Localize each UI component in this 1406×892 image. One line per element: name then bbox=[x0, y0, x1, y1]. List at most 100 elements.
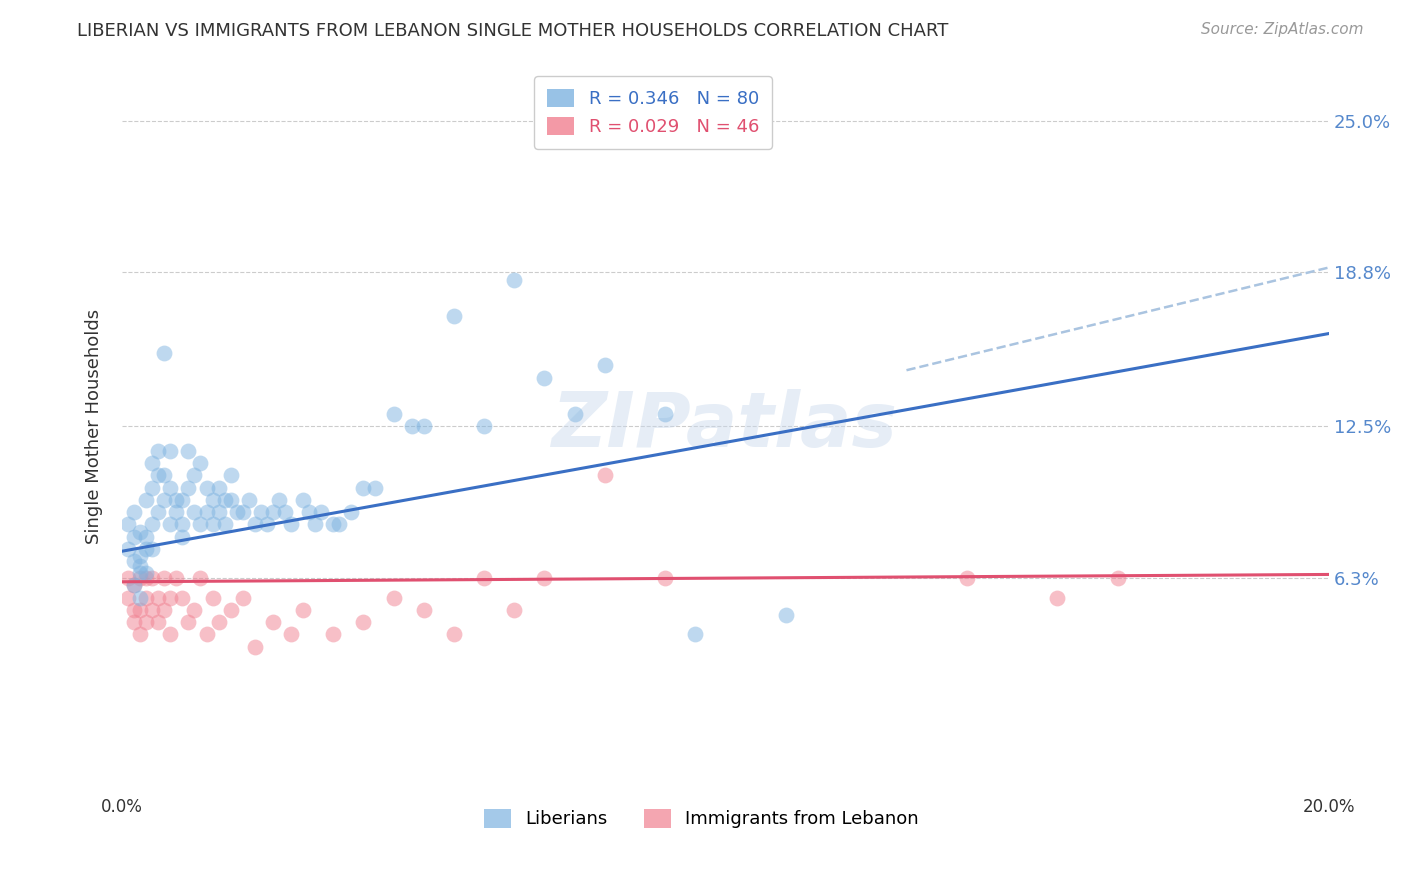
Point bbox=[195, 505, 218, 519]
Point bbox=[322, 517, 344, 532]
Point bbox=[214, 517, 236, 532]
Point bbox=[201, 591, 224, 605]
Point bbox=[177, 615, 200, 629]
Point bbox=[122, 529, 145, 543]
Point bbox=[122, 615, 145, 629]
Point bbox=[382, 591, 405, 605]
Point bbox=[256, 517, 278, 532]
Point bbox=[262, 615, 284, 629]
Point bbox=[122, 505, 145, 519]
Point bbox=[141, 517, 163, 532]
Point bbox=[292, 603, 315, 617]
Text: LIBERIAN VS IMMIGRANTS FROM LEBANON SINGLE MOTHER HOUSEHOLDS CORRELATION CHART: LIBERIAN VS IMMIGRANTS FROM LEBANON SING… bbox=[77, 22, 949, 40]
Point bbox=[292, 492, 315, 507]
Point bbox=[274, 505, 297, 519]
Point bbox=[148, 444, 170, 458]
Point bbox=[159, 481, 181, 495]
Point bbox=[177, 481, 200, 495]
Point bbox=[190, 456, 212, 470]
Point bbox=[129, 603, 152, 617]
Point bbox=[243, 640, 266, 654]
Point bbox=[153, 346, 176, 360]
Point bbox=[956, 571, 979, 585]
Point bbox=[129, 558, 152, 573]
Point bbox=[207, 481, 229, 495]
Point bbox=[243, 517, 266, 532]
Point bbox=[153, 603, 176, 617]
Point bbox=[564, 407, 586, 421]
Point bbox=[503, 273, 526, 287]
Point bbox=[148, 505, 170, 519]
Text: Source: ZipAtlas.com: Source: ZipAtlas.com bbox=[1201, 22, 1364, 37]
Point bbox=[201, 492, 224, 507]
Point bbox=[135, 541, 157, 556]
Point bbox=[135, 571, 157, 585]
Point bbox=[129, 591, 152, 605]
Point bbox=[159, 517, 181, 532]
Point bbox=[135, 615, 157, 629]
Point bbox=[1107, 571, 1129, 585]
Point bbox=[117, 517, 139, 532]
Point bbox=[262, 505, 284, 519]
Point bbox=[135, 566, 157, 581]
Point bbox=[165, 571, 187, 585]
Point bbox=[250, 505, 273, 519]
Point bbox=[148, 591, 170, 605]
Point bbox=[159, 591, 181, 605]
Point bbox=[304, 517, 326, 532]
Point bbox=[165, 505, 187, 519]
Point bbox=[129, 566, 152, 581]
Y-axis label: Single Mother Households: Single Mother Households bbox=[86, 309, 103, 544]
Point bbox=[1046, 591, 1069, 605]
Point bbox=[352, 481, 374, 495]
Point bbox=[135, 529, 157, 543]
Point bbox=[190, 571, 212, 585]
Point bbox=[298, 505, 321, 519]
Point bbox=[183, 468, 205, 483]
Point bbox=[153, 468, 176, 483]
Point bbox=[340, 505, 363, 519]
Point bbox=[122, 578, 145, 592]
Point bbox=[322, 627, 344, 641]
Point bbox=[135, 591, 157, 605]
Point bbox=[129, 524, 152, 539]
Point bbox=[195, 481, 218, 495]
Point bbox=[183, 505, 205, 519]
Point bbox=[117, 571, 139, 585]
Point bbox=[153, 492, 176, 507]
Point bbox=[159, 627, 181, 641]
Point bbox=[593, 359, 616, 373]
Point bbox=[148, 468, 170, 483]
Point bbox=[472, 419, 495, 434]
Point bbox=[141, 481, 163, 495]
Point bbox=[593, 468, 616, 483]
Point bbox=[195, 627, 218, 641]
Point bbox=[267, 492, 290, 507]
Point bbox=[165, 492, 187, 507]
Point bbox=[238, 492, 260, 507]
Point bbox=[201, 517, 224, 532]
Point bbox=[117, 541, 139, 556]
Text: ZIPatlas: ZIPatlas bbox=[553, 390, 898, 464]
Point bbox=[503, 603, 526, 617]
Legend: Liberians, Immigrants from Lebanon: Liberians, Immigrants from Lebanon bbox=[477, 802, 927, 836]
Point bbox=[232, 505, 254, 519]
Point bbox=[412, 419, 434, 434]
Point bbox=[382, 407, 405, 421]
Point bbox=[472, 571, 495, 585]
Point bbox=[214, 492, 236, 507]
Point bbox=[153, 571, 176, 585]
Point bbox=[412, 603, 434, 617]
Point bbox=[533, 370, 555, 384]
Point bbox=[122, 578, 145, 592]
Point bbox=[177, 444, 200, 458]
Point bbox=[148, 615, 170, 629]
Point bbox=[122, 603, 145, 617]
Point bbox=[775, 607, 797, 622]
Point bbox=[280, 517, 302, 532]
Point bbox=[309, 505, 332, 519]
Point bbox=[141, 571, 163, 585]
Point bbox=[172, 591, 194, 605]
Point bbox=[183, 603, 205, 617]
Point bbox=[219, 468, 242, 483]
